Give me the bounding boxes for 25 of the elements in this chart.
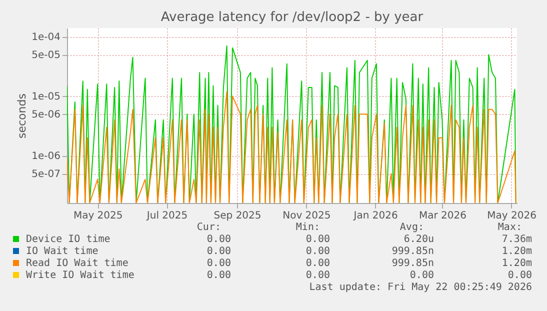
x-tick-label: Jul 2025 bbox=[146, 210, 188, 222]
legend-label: IO Wait time bbox=[26, 246, 98, 257]
x-tick-label: May 2025 bbox=[73, 210, 123, 222]
y-axis-title: seconds bbox=[16, 93, 29, 138]
x-tick-label: Jan 2026 bbox=[352, 210, 398, 222]
y-tick-label: 5e-07 bbox=[32, 169, 60, 180]
text: 0.00 0.00 999.85n 1.20m bbox=[206, 246, 532, 257]
text: Cur: Min: Avg: Max: bbox=[196, 222, 522, 233]
legend-label: Device IO time bbox=[26, 234, 110, 245]
x-tick-label: Nov 2025 bbox=[282, 210, 331, 222]
x-tick-label: Mar 2026 bbox=[418, 210, 466, 222]
y-tick-label: 5e-06 bbox=[32, 110, 60, 121]
text: Last update: Fri May 22 00:25:49 2026 bbox=[309, 282, 532, 293]
text: 0.00 0.00 999.85n 1.20m bbox=[206, 258, 532, 269]
x-tick-label: May 2026 bbox=[487, 210, 536, 222]
legend-label: Write IO Wait time bbox=[26, 270, 134, 281]
legend-label: Read IO Wait time bbox=[26, 258, 128, 269]
y-tick-label: 1e-04 bbox=[32, 32, 60, 44]
y-tick-label: 5e-05 bbox=[32, 50, 60, 62]
x-tick-label: Sep 2025 bbox=[214, 210, 262, 222]
y-tick-label: 1e-06 bbox=[32, 151, 60, 162]
text: 0.00 0.00 6.20u 7.36m bbox=[206, 234, 532, 245]
text: 0.00 0.00 0.00 0.00 bbox=[206, 270, 532, 281]
chart-title: Average latency for /dev/loop2 - by year bbox=[160, 10, 424, 25]
y-tick-label: 1e-05 bbox=[32, 92, 60, 103]
